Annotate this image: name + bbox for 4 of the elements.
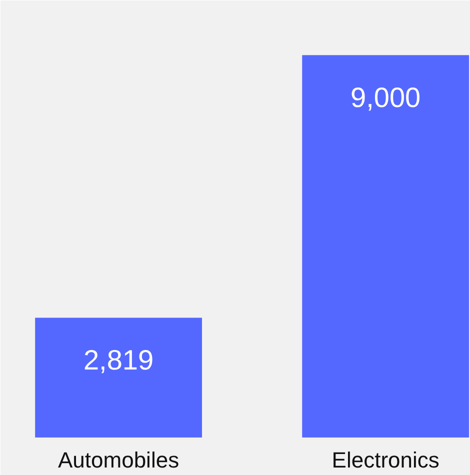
x-tick-label: Automobiles	[58, 448, 180, 472]
x-tick-label: Electronics	[332, 448, 440, 472]
data-label: 2,819	[84, 344, 154, 376]
data-label: 9,000	[350, 82, 421, 114]
